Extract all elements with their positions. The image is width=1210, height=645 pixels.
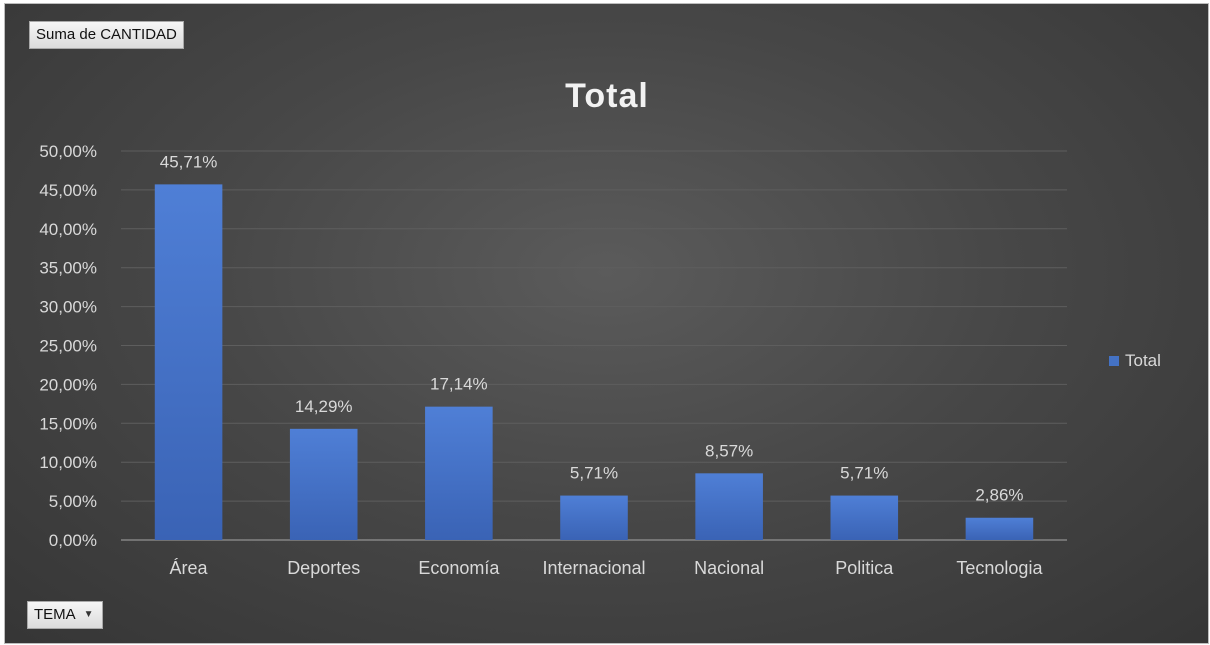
y-tick-label: 25,00% [39,337,97,356]
y-tick-label: 5,00% [49,492,97,511]
data-labels: 45,71% 14,29% 17,14% 5,71% 8,57% 5,71% 2,86% [160,152,1024,504]
value-field-label: Suma de CANTIDAD [36,26,177,43]
bar [830,495,899,540]
category-label: Área [170,558,209,578]
bar [695,473,763,540]
y-tick-label: 50,00% [39,142,97,161]
y-tick-label: 20,00% [39,375,97,394]
data-label: 8,57% [705,441,753,460]
y-tick-label: 10,00% [39,453,97,472]
data-label: 2,86% [975,486,1023,505]
y-tick-label: 45,00% [39,181,97,200]
bar [289,428,358,540]
category-label: Politica [835,558,894,578]
y-tick-label: 0,00% [49,531,97,550]
category-label: Economía [418,558,500,578]
y-tick-label: 30,00% [39,298,97,317]
tema-filter-label: TEMA [34,606,76,623]
y-axis-ticks: 0,00% 5,00% 10,00% 15,00% 20,00% 25,00% 30,00%… [39,142,97,550]
chart-area: Suma de CANTIDAD Total 0,00% 5,00% 10,00% 1… [4,3,1209,644]
y-tick-label: 35,00% [39,259,97,278]
bar [965,517,1034,540]
legend-swatch [1109,356,1119,366]
category-label: Deportes [287,558,360,578]
data-label: 5,71% [840,464,888,483]
data-label: 5,71% [570,464,618,483]
bars [154,184,1034,540]
bar [154,184,223,540]
chevron-down-icon: ▼ [83,609,94,621]
y-tick-label: 15,00% [39,414,97,433]
data-label: 14,29% [295,397,353,416]
tema-filter-button[interactable]: TEMA ▼ [27,601,103,629]
data-label: 17,14% [430,375,488,394]
data-label: 45,71% [160,152,218,171]
chart-title: Total [565,77,649,115]
category-label: Internacional [542,558,645,578]
bar [425,406,493,540]
legend-label: Total [1125,351,1161,370]
value-field-button[interactable]: Suma de CANTIDAD [29,21,184,49]
legend: Total [1109,351,1161,370]
x-axis-categories: Área Deportes Economía Internacional Naciona… [170,558,1044,578]
bar [560,495,628,540]
bar-chart: Total 0,00% 5,00% 10,00% 15,00% 20,00% 25,00%… [39,77,1161,578]
category-label: Nacional [694,558,764,578]
y-tick-label: 40,00% [39,220,97,239]
gridlines [121,150,1067,541]
category-label: Tecnologia [956,558,1043,578]
